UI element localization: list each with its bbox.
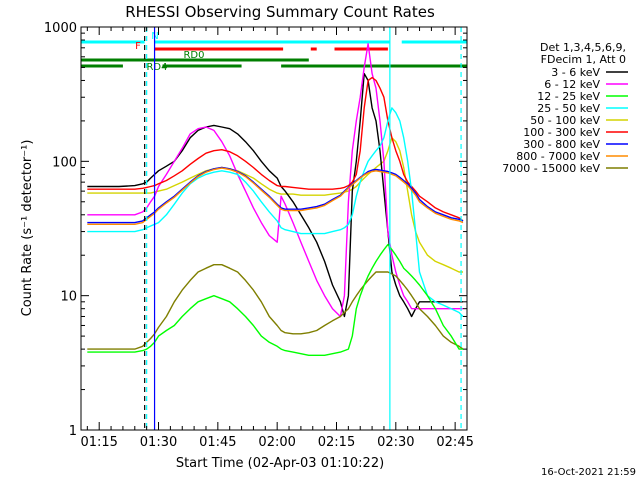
series-lines xyxy=(87,43,464,356)
series-line-50-100-keV xyxy=(87,136,463,273)
series-line-800-7000-keV xyxy=(87,167,464,226)
legend-entry-label: 800 - 7000 keV xyxy=(516,150,600,163)
x-axis-label: Start Time (02-Apr-03 01:10:22) xyxy=(176,456,384,471)
axis-ticks: 01:15 01:30 01:45 02:00 02:15 02:30 02:45 1 10 10… xyxy=(44,21,474,450)
chart-title: RHESSI Observing Summary Count Rates xyxy=(125,3,435,21)
flag-label-RD4: RD4 xyxy=(146,62,167,73)
legend-entry-label: 25 - 50 keV xyxy=(537,102,600,115)
x-tick-label: 02:00 xyxy=(258,435,295,450)
legend-header-line: Det 1,3,4,5,6,9, xyxy=(540,41,626,54)
series-line-6-12-keV xyxy=(87,43,463,318)
legend-entry-label: 3 - 6 keV xyxy=(551,66,600,79)
x-tick-label: 02:30 xyxy=(377,435,414,450)
y-tick-label: 1000 xyxy=(44,21,77,36)
series-line-25-50-keV xyxy=(87,107,464,317)
series-line-12-25-keV xyxy=(87,243,463,356)
x-tick-label: 01:30 xyxy=(140,435,177,450)
series-line-3-6-keV xyxy=(87,72,463,318)
legend-entry-label: 6 - 12 keV xyxy=(544,78,600,91)
series-line-100-300-keV xyxy=(87,76,464,222)
y-tick-label: 10 xyxy=(60,290,77,305)
generation-timestamp: 16-Oct-2021 21:59 xyxy=(541,467,636,478)
legend-header-line: FDecim 1, Att 0 xyxy=(541,53,626,66)
x-tick-label: 01:45 xyxy=(199,435,236,450)
y-tick-label: 100 xyxy=(52,155,77,170)
legend-entry-label: 100 - 300 keV xyxy=(523,126,600,139)
flag-label-F: F xyxy=(135,41,141,52)
y-tick-label: 1 xyxy=(69,424,77,439)
x-tick-label: 01:15 xyxy=(80,435,117,450)
vertical-markers xyxy=(144,27,462,430)
legend-entry-label: 300 - 800 keV xyxy=(523,138,600,151)
x-tick-label: 02:45 xyxy=(436,435,473,450)
plot-frame xyxy=(80,26,468,431)
x-tick-label: 02:15 xyxy=(318,435,355,450)
legend-entry-label: 7000 - 15000 keV xyxy=(502,162,600,175)
legend-entry-label: 12 - 25 keV xyxy=(537,90,600,103)
series-line-7000-15000-keV xyxy=(87,264,464,350)
flag-bars: NFRD0RD4 xyxy=(81,31,467,73)
legend: Det 1,3,4,5,6,9,FDecim 1, Att 03 - 6 keV… xyxy=(502,41,628,175)
legend-entry-label: 50 - 100 keV xyxy=(530,114,600,127)
flag-label-RD0: RD0 xyxy=(183,50,204,61)
series-line-300-800-keV xyxy=(87,166,464,224)
y-axis-label: Count Rate (s⁻¹ detector⁻¹) xyxy=(20,140,35,317)
